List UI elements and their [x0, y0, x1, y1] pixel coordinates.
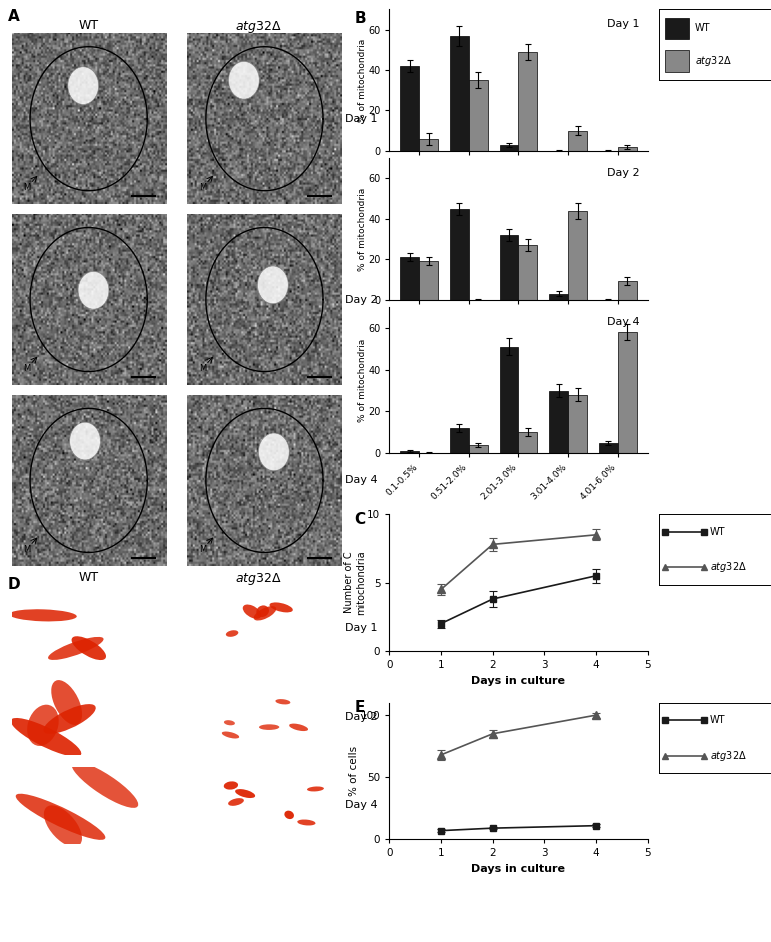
Bar	[568, 395, 587, 453]
Text: A: A	[8, 9, 19, 24]
Ellipse shape	[259, 724, 279, 730]
Text: WT: WT	[79, 571, 99, 584]
Bar	[549, 391, 568, 453]
Bar	[519, 245, 537, 300]
Bar	[665, 50, 689, 72]
Bar	[419, 261, 438, 300]
Bar	[400, 451, 419, 453]
Y-axis label: % of mitochondria: % of mitochondria	[358, 338, 366, 422]
Bar	[400, 257, 419, 300]
Bar	[500, 347, 519, 453]
Ellipse shape	[243, 605, 261, 619]
Ellipse shape	[15, 794, 106, 840]
Ellipse shape	[48, 637, 103, 660]
X-axis label: Days in culture: Days in culture	[472, 864, 565, 874]
Ellipse shape	[228, 798, 244, 805]
Bar	[450, 209, 469, 300]
Ellipse shape	[11, 718, 81, 756]
Ellipse shape	[222, 732, 239, 739]
Bar	[519, 52, 537, 151]
Y-axis label: % of cells: % of cells	[349, 746, 359, 796]
X-axis label: Relative area of
mitochondrion section (%): Relative area of mitochondrion section (…	[446, 527, 591, 548]
Y-axis label: % of mitochondria: % of mitochondria	[358, 39, 366, 122]
Ellipse shape	[44, 805, 82, 847]
Bar	[549, 294, 568, 300]
Bar	[568, 131, 587, 151]
Bar	[599, 443, 618, 453]
Text: $atg32\Delta$: $atg32\Delta$	[695, 54, 732, 68]
Ellipse shape	[258, 266, 288, 303]
Text: M: M	[23, 365, 31, 373]
Ellipse shape	[289, 723, 308, 731]
Ellipse shape	[9, 609, 77, 622]
Bar	[469, 445, 488, 453]
Text: D: D	[8, 577, 20, 593]
Bar	[500, 145, 519, 151]
Ellipse shape	[298, 820, 315, 825]
Bar	[568, 211, 587, 300]
Text: Day 1: Day 1	[345, 624, 378, 633]
Ellipse shape	[284, 811, 294, 820]
Y-axis label: % of mitochondria: % of mitochondria	[358, 187, 366, 270]
Ellipse shape	[235, 789, 255, 798]
Bar	[450, 428, 469, 453]
Text: $atg32\Delta$: $atg32\Delta$	[235, 571, 281, 587]
Ellipse shape	[226, 630, 238, 637]
Ellipse shape	[275, 699, 291, 705]
X-axis label: Days in culture: Days in culture	[472, 675, 565, 686]
Text: M: M	[23, 545, 31, 554]
Ellipse shape	[256, 606, 269, 617]
Text: B: B	[355, 11, 366, 26]
Bar	[469, 80, 488, 151]
Text: E: E	[355, 700, 365, 715]
Ellipse shape	[69, 422, 100, 460]
Y-axis label: Number of C
mitochondria: Number of C mitochondria	[344, 550, 365, 615]
Ellipse shape	[51, 680, 82, 725]
Text: WT: WT	[79, 19, 99, 32]
Ellipse shape	[224, 721, 235, 725]
Text: Day 2: Day 2	[345, 712, 378, 722]
Ellipse shape	[27, 705, 59, 746]
Ellipse shape	[228, 61, 259, 99]
Ellipse shape	[72, 761, 138, 808]
Text: Day 2: Day 2	[345, 295, 378, 304]
Ellipse shape	[72, 636, 106, 660]
Text: $atg32\Delta$: $atg32\Delta$	[709, 749, 746, 763]
Text: M: M	[199, 184, 207, 192]
Text: M: M	[199, 545, 207, 554]
Ellipse shape	[307, 787, 324, 791]
Bar	[618, 147, 637, 151]
Text: WT: WT	[709, 527, 725, 537]
Text: C: C	[355, 512, 365, 527]
Bar	[450, 36, 469, 151]
Text: WT: WT	[695, 24, 711, 34]
Bar	[519, 432, 537, 453]
Ellipse shape	[258, 433, 289, 471]
Text: Day 2: Day 2	[608, 169, 640, 178]
Text: $atg32\Delta$: $atg32\Delta$	[709, 560, 746, 575]
Ellipse shape	[78, 271, 109, 309]
Ellipse shape	[43, 704, 96, 734]
Text: Day 4: Day 4	[345, 801, 378, 810]
Text: M: M	[23, 184, 31, 192]
Bar	[618, 333, 637, 453]
Bar	[419, 138, 438, 151]
Bar	[400, 66, 419, 151]
Ellipse shape	[254, 606, 276, 621]
Text: Day 4: Day 4	[345, 476, 378, 485]
Bar	[665, 18, 689, 39]
Text: Day 4: Day 4	[608, 317, 640, 327]
Bar	[500, 235, 519, 300]
Text: Day 1: Day 1	[345, 114, 378, 123]
Text: $atg32\Delta$: $atg32\Delta$	[235, 19, 281, 35]
Ellipse shape	[68, 67, 99, 105]
Bar	[618, 282, 637, 300]
Text: Day 1: Day 1	[608, 19, 640, 29]
Text: M: M	[199, 365, 207, 373]
Text: WT: WT	[709, 715, 725, 725]
Ellipse shape	[270, 603, 293, 612]
Ellipse shape	[224, 781, 238, 789]
